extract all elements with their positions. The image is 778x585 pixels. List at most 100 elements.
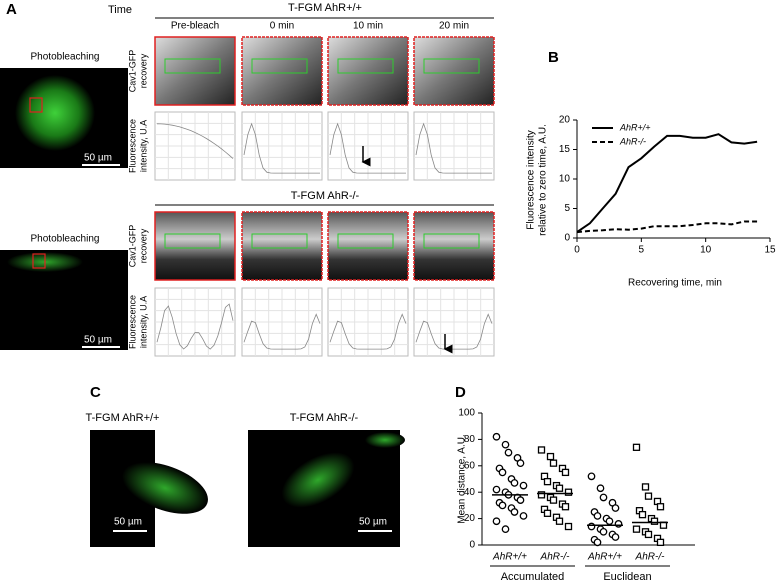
roi-box [423, 58, 480, 74]
roi-box [251, 58, 308, 74]
profile-line [415, 122, 492, 174]
data-point [492, 485, 501, 494]
micro-image [241, 36, 323, 106]
row-label: recovery [138, 228, 148, 263]
data-point [644, 530, 653, 539]
micro-image [241, 211, 323, 281]
data-point [614, 520, 623, 528]
data-point [501, 440, 510, 449]
micro-image [154, 36, 236, 106]
data-point [611, 533, 620, 541]
y-tick-label: 80 [464, 434, 476, 445]
data-point [501, 525, 510, 534]
roi-box [29, 97, 43, 113]
cell-signal [15, 75, 95, 151]
data-point [638, 510, 647, 519]
data-point [492, 517, 501, 526]
roi-box [164, 233, 221, 249]
data-point [656, 538, 665, 547]
panel-label: C [90, 384, 101, 401]
y-tick-label: 10 [559, 174, 571, 185]
data-point [492, 432, 501, 441]
roi-box [423, 233, 480, 249]
data-point [593, 538, 602, 547]
x-tick-label: AhR-/- [540, 552, 571, 563]
roi-box [164, 58, 221, 74]
cell-signal [281, 452, 355, 508]
data-point [555, 484, 564, 492]
data-point [632, 443, 641, 451]
data-point [564, 522, 573, 531]
scale-bar-label: 50 µm [84, 335, 112, 346]
block-title: T-FGM AhR-/- [291, 190, 360, 202]
data-point [549, 496, 558, 504]
x-tick-label: AhR+/+ [587, 552, 622, 563]
y-tick-label: 100 [458, 408, 475, 419]
data-point [561, 503, 570, 511]
photobleaching-label: Photobleaching [31, 234, 100, 245]
data-point [546, 452, 555, 461]
micro-image [413, 211, 495, 281]
data-point [564, 488, 573, 496]
x-tick-label: 10 [700, 245, 712, 256]
panel-label: B [548, 49, 559, 66]
data-point [593, 512, 602, 520]
data-point [587, 472, 596, 481]
profile-line [329, 122, 406, 174]
group-label: Accumulated [501, 571, 565, 583]
series-line [576, 133, 758, 233]
y-tick-label: 5 [564, 203, 570, 214]
panel-label: A [6, 1, 17, 18]
data-point [537, 446, 546, 454]
data-point [498, 501, 507, 510]
data-point [650, 517, 659, 525]
cell-signal [122, 462, 208, 514]
y-axis-label: relative to zero time, A.U. [538, 124, 549, 236]
data-point [555, 517, 564, 525]
panel-label: D [455, 384, 466, 401]
block-title: T-FGM AhR+/+ [288, 2, 362, 14]
photobleaching-label: Photobleaching [31, 52, 100, 63]
data-point [519, 481, 528, 490]
row-label: Cav1-GFP [127, 50, 137, 93]
data-point [596, 484, 605, 493]
y-tick-label: 20 [559, 115, 571, 126]
row-label: intensity, U.A [138, 296, 148, 348]
data-point [516, 496, 525, 504]
column-header: 20 min [439, 21, 469, 32]
y-axis-label: Fluorescence intensity [526, 130, 537, 230]
scale-bar-label: 50 µm [114, 517, 142, 528]
data-point [587, 522, 596, 531]
row-label: intensity, U.A [138, 120, 148, 172]
x-tick-label: AhR-/- [635, 552, 666, 563]
data-point [510, 479, 519, 487]
x-tick-label: AhR+/+ [492, 552, 527, 563]
scale-bar-label: 50 µm [84, 153, 112, 164]
column-header: Pre-bleach [171, 21, 219, 32]
x-tick-label: 5 [639, 245, 645, 256]
data-point [519, 512, 528, 520]
x-axis-label: Recovering time, min [628, 278, 722, 289]
row-label: Cav1-GFP [127, 225, 137, 268]
column-header: 0 min [270, 21, 294, 32]
row-label: recovery [138, 53, 148, 88]
data-point [543, 477, 552, 486]
roi-box [337, 58, 394, 74]
data-point [632, 525, 641, 533]
profile-line [156, 303, 234, 350]
x-tick-label: 0 [574, 245, 580, 256]
y-tick-label: 0 [564, 233, 570, 244]
micro-image [327, 36, 409, 106]
data-point [516, 459, 525, 468]
data-point [549, 459, 558, 467]
image-title: T-FGM AhR+/+ [86, 412, 160, 424]
data-point [611, 504, 620, 512]
time-label: Time [108, 4, 132, 16]
y-tick-label: 60 [464, 460, 476, 471]
data-point [605, 517, 614, 526]
data-point [599, 493, 608, 502]
data-point [641, 483, 650, 491]
row-label: Fluorescence [127, 295, 137, 349]
series-line [576, 220, 758, 234]
